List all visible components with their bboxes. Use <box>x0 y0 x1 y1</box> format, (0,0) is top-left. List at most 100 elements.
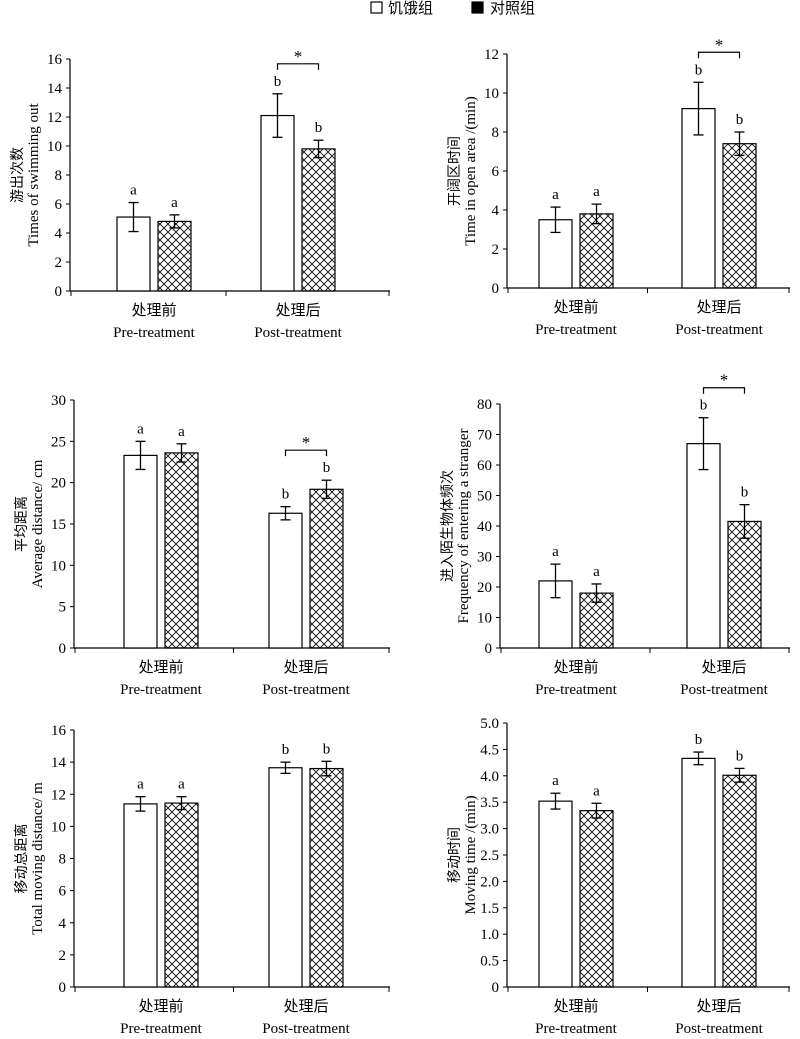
significance-bracket <box>697 51 741 59</box>
y-tick-label: 6 <box>492 164 500 180</box>
y-tick-label: 16 <box>51 723 67 739</box>
y-tick-label: 12 <box>47 110 62 126</box>
y-tick-label: 1.0 <box>480 927 499 943</box>
category-label-en: Post-treatment <box>262 1021 350 1037</box>
significance-letter: b <box>695 62 703 78</box>
y-tick-label: 2 <box>55 255 63 271</box>
significance-letter: b <box>282 487 290 503</box>
significance-letter: a <box>552 187 559 203</box>
y-tick-label: 4 <box>55 226 63 242</box>
bar <box>157 220 192 292</box>
bar <box>579 810 614 988</box>
y-tick-label: 1.5 <box>480 901 499 917</box>
y-tick-label: 0 <box>59 641 67 657</box>
bar <box>309 488 344 649</box>
y-axis-title-en: Total moving distance/ m <box>30 782 46 935</box>
chart-panel-4: 0 10 20 30 40 50 60 70 80 进入陌生物体频次 Frequency of en… <box>440 371 790 698</box>
y-tick-label: 20 <box>51 476 66 492</box>
significance-letter: b <box>736 112 744 128</box>
y-tick-label: 20 <box>477 580 492 596</box>
significance-letter: b <box>282 742 290 758</box>
y-tick-label: 2.0 <box>480 874 499 890</box>
significance-letter: b <box>700 398 708 414</box>
y-tick-label: 0.5 <box>480 954 499 970</box>
y-axis-title-cn: 移动总距离 <box>13 824 30 894</box>
legend-label-hunger: 饥饿组 <box>388 0 433 17</box>
y-tick-label: 30 <box>477 550 492 566</box>
bar <box>268 767 303 988</box>
category-label-en: Pre-treatment <box>120 1021 202 1037</box>
chart-panel-3: 0 5 10 15 20 25 30 平均距离 Average distance/ cm 处理前 P… <box>13 393 390 698</box>
y-axis-title-en: Frequency of entering a stranger <box>456 429 472 624</box>
y-tick-label: 4.0 <box>480 769 499 785</box>
category-label-en: Pre-treatment <box>120 682 202 698</box>
y-tick-label: 2 <box>492 242 500 258</box>
y-axis-title-cn: 进入陌生物体频次 <box>440 470 456 582</box>
category-label-en: Pre-treatment <box>535 682 617 698</box>
bar <box>681 107 716 289</box>
bar <box>722 143 757 289</box>
y-tick-label: 0 <box>55 284 63 300</box>
y-tick-label: 4 <box>492 203 500 219</box>
y-tick-label: 70 <box>477 428 492 444</box>
legend-label-control: 对照组 <box>490 0 535 17</box>
y-axis-title-en: Time in open area /(min) <box>463 96 479 245</box>
y-tick-label: 50 <box>477 489 492 505</box>
y-tick-label: 16 <box>47 52 63 68</box>
y-tick-label: 6 <box>59 884 67 900</box>
y-tick-label: 2.5 <box>480 848 499 864</box>
significance-letter: b <box>323 741 331 757</box>
category-label-en: Pre-treatment <box>113 325 195 341</box>
category-label-cn: 处理前 <box>138 658 183 676</box>
y-tick-label: 6 <box>55 197 63 213</box>
bar <box>260 114 295 292</box>
y-tick-label: 10 <box>484 86 499 102</box>
legend: 饥饿组 对照组 <box>370 0 535 17</box>
significance-bracket <box>284 449 328 457</box>
category-label-en: Pre-treatment <box>535 1021 617 1037</box>
y-tick-label: 8 <box>55 168 63 184</box>
bar <box>309 767 344 988</box>
category-label-cn: 处理前 <box>553 997 598 1015</box>
significance-star: * <box>302 433 311 452</box>
y-tick-label: 10 <box>47 139 62 155</box>
significance-letter: a <box>171 195 178 211</box>
significance-letter: b <box>315 120 323 136</box>
bar <box>116 216 151 292</box>
y-tick-label: 5 <box>59 600 67 616</box>
significance-letter: a <box>593 783 600 799</box>
significance-letter: a <box>552 544 559 560</box>
y-tick-label: 10 <box>477 611 492 627</box>
bar <box>681 757 716 988</box>
category-label-cn: 处理后 <box>701 658 746 676</box>
significance-letter: a <box>130 183 137 199</box>
significance-bracket <box>276 63 320 70</box>
bar <box>164 452 199 649</box>
y-tick-label: 40 <box>477 519 492 535</box>
y-tick-label: 0 <box>492 980 500 996</box>
category-label-cn: 处理前 <box>138 997 183 1015</box>
significance-star: * <box>294 47 303 66</box>
y-tick-label: 0 <box>492 281 500 297</box>
category-label-cn: 处理后 <box>696 298 741 316</box>
significance-bracket <box>702 387 746 394</box>
bar <box>164 802 199 988</box>
significance-letter: b <box>741 485 749 501</box>
chart-panel-5: 0 2 4 6 8 10 12 14 16 移动总距离 Total moving distance/… <box>13 723 390 1037</box>
y-tick-label: 8 <box>59 852 67 868</box>
significance-letter: a <box>178 424 185 440</box>
y-tick-label: 12 <box>484 47 499 63</box>
y-tick-label: 0 <box>59 980 67 996</box>
significance-letter: b <box>274 74 282 90</box>
significance-letter: a <box>137 421 144 437</box>
y-axis-title-cn: 平均距离 <box>13 496 30 552</box>
chart-panel-1: 0 2 4 6 8 10 12 14 16 游出次数 Times of swimming out 处理… <box>10 47 390 341</box>
category-label-cn: 处理后 <box>696 997 741 1015</box>
y-axis-title-en: Times of swimming out <box>26 103 42 247</box>
y-tick-label: 14 <box>51 755 67 771</box>
category-label-en: Post-treatment <box>675 1021 763 1037</box>
y-tick-label: 12 <box>51 787 66 803</box>
significance-letter: b <box>736 748 744 764</box>
category-label-cn: 处理后 <box>283 997 328 1015</box>
chart-panels: 0 2 4 6 8 10 12 14 16 游出次数 Times of swimming out 处理… <box>10 35 790 1037</box>
